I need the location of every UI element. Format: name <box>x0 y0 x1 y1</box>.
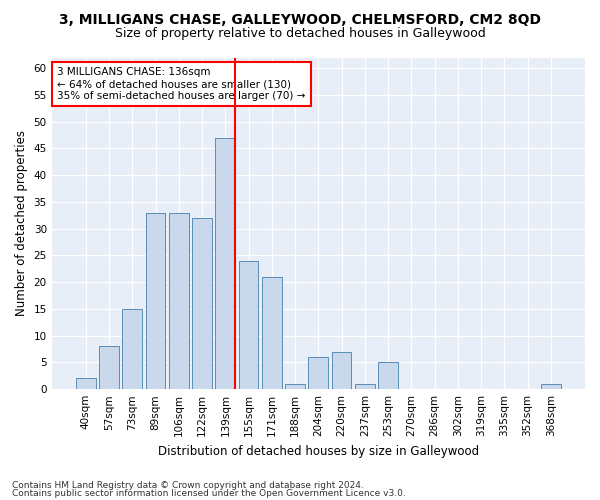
Bar <box>541 384 561 389</box>
Bar <box>355 384 375 389</box>
Bar <box>378 362 398 389</box>
Bar <box>122 309 142 389</box>
Bar <box>192 218 212 389</box>
Bar <box>239 261 259 389</box>
Bar <box>332 352 352 389</box>
Bar <box>285 384 305 389</box>
Bar <box>169 212 188 389</box>
Bar <box>76 378 95 389</box>
Text: Contains HM Land Registry data © Crown copyright and database right 2024.: Contains HM Land Registry data © Crown c… <box>12 480 364 490</box>
Text: Contains public sector information licensed under the Open Government Licence v3: Contains public sector information licen… <box>12 489 406 498</box>
Text: 3 MILLIGANS CHASE: 136sqm
← 64% of detached houses are smaller (130)
35% of semi: 3 MILLIGANS CHASE: 136sqm ← 64% of detac… <box>57 68 305 100</box>
Bar <box>308 357 328 389</box>
Bar <box>99 346 119 389</box>
Bar <box>146 212 166 389</box>
Bar <box>215 138 235 389</box>
Bar <box>262 277 282 389</box>
X-axis label: Distribution of detached houses by size in Galleywood: Distribution of detached houses by size … <box>158 444 479 458</box>
Text: 3, MILLIGANS CHASE, GALLEYWOOD, CHELMSFORD, CM2 8QD: 3, MILLIGANS CHASE, GALLEYWOOD, CHELMSFO… <box>59 12 541 26</box>
Y-axis label: Number of detached properties: Number of detached properties <box>15 130 28 316</box>
Text: Size of property relative to detached houses in Galleywood: Size of property relative to detached ho… <box>115 28 485 40</box>
